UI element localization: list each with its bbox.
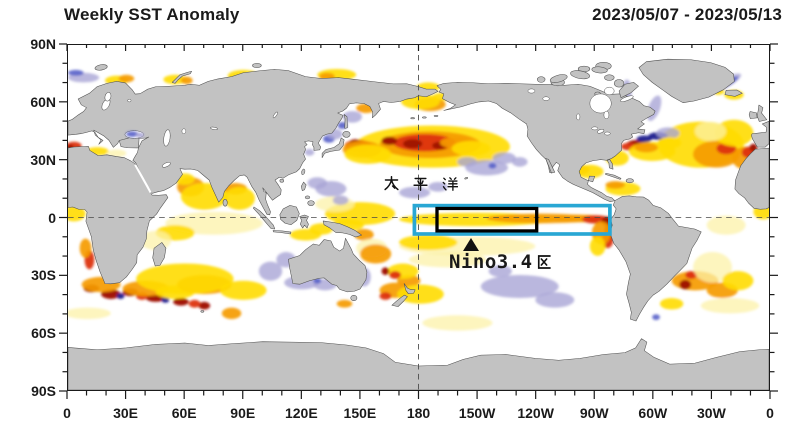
lon-tick-label: 0 (63, 405, 71, 421)
landmass (152, 242, 167, 267)
island (350, 295, 358, 301)
lon-tick-label: 150E (343, 405, 377, 421)
lat-tick-label: 30N (30, 151, 56, 168)
landmass (343, 114, 348, 129)
landmass (403, 283, 416, 295)
lat-tick-label: 90S (31, 383, 56, 399)
landmass (288, 237, 368, 293)
island (591, 66, 608, 74)
world-sst-map (68, 45, 769, 390)
landmass (322, 220, 362, 238)
landmass (272, 230, 292, 235)
island (537, 76, 546, 83)
lon-tick-label: 120W (517, 405, 554, 421)
cjk-glyph-tai (384, 176, 399, 191)
cjk-glyph-ping (413, 177, 428, 191)
island (570, 70, 591, 80)
landmass (321, 137, 345, 158)
red-sea (134, 164, 152, 194)
landmass (545, 158, 556, 174)
date-range: 2023/05/07 - 2023/05/13 (592, 5, 782, 24)
island (279, 178, 285, 183)
lon-tick-label: 150W (458, 405, 496, 421)
lat-tick-label: 60S (31, 325, 56, 342)
island (613, 79, 625, 88)
lat-tick-label: 60N (30, 93, 56, 110)
landmass (609, 195, 702, 322)
lat-tick-label: 30S (31, 267, 56, 284)
lon-tick-label: 90W (579, 405, 609, 421)
nino34-box (435, 206, 539, 233)
landmass (751, 121, 769, 148)
cjk-glyph-yang (442, 177, 458, 191)
island (94, 64, 108, 71)
lon-tick-label: 60W (638, 405, 668, 421)
lon-tick-label: 30E (113, 405, 139, 421)
nino34-triangle-marker (463, 238, 479, 251)
island (222, 199, 228, 207)
landmass (253, 206, 276, 230)
landmass (171, 70, 192, 84)
landmass (279, 205, 300, 226)
lat-tick-label: 0 (48, 209, 56, 226)
cjk-glyph-qu (537, 255, 551, 269)
landmass (638, 58, 735, 103)
island (422, 116, 427, 119)
reference-dashed-lines (68, 45, 769, 390)
pacific-ocean-label (383, 175, 458, 192)
island (410, 117, 415, 120)
island (200, 310, 205, 313)
nino34-region-label: Nino3.4 (449, 251, 553, 273)
landmass (299, 214, 309, 229)
landmass (605, 172, 622, 180)
island (549, 74, 568, 83)
lon-tick-label: 30W (697, 405, 726, 421)
lon-tick-label: 90E (230, 405, 256, 421)
island (604, 74, 615, 81)
island (301, 168, 306, 175)
island (252, 63, 262, 68)
lon-tick-label: 120E (284, 405, 318, 421)
monitoring-box (412, 203, 612, 236)
landmass (391, 294, 408, 307)
nino34-label-text: Nino3.4 (449, 251, 533, 273)
island (307, 200, 315, 206)
landmass (68, 338, 769, 390)
landmass (724, 89, 743, 97)
landmass (756, 104, 768, 122)
landmass (618, 82, 639, 98)
lon-tick-label: 180 (406, 405, 431, 421)
island (304, 195, 311, 200)
sea-anomaly-patches (126, 131, 145, 138)
island (464, 177, 468, 180)
chart-title: Weekly SST Anomaly (64, 5, 240, 24)
island (625, 178, 634, 184)
landmass (734, 147, 769, 210)
lon-tick-label: 60E (171, 405, 197, 421)
lon-tick-label: 0 (766, 405, 774, 421)
landmass (301, 181, 307, 191)
lat-tick-label: 90N (30, 36, 56, 52)
island (342, 130, 351, 138)
island (433, 114, 439, 117)
landmass (748, 111, 758, 119)
map-plot-area (67, 44, 770, 391)
